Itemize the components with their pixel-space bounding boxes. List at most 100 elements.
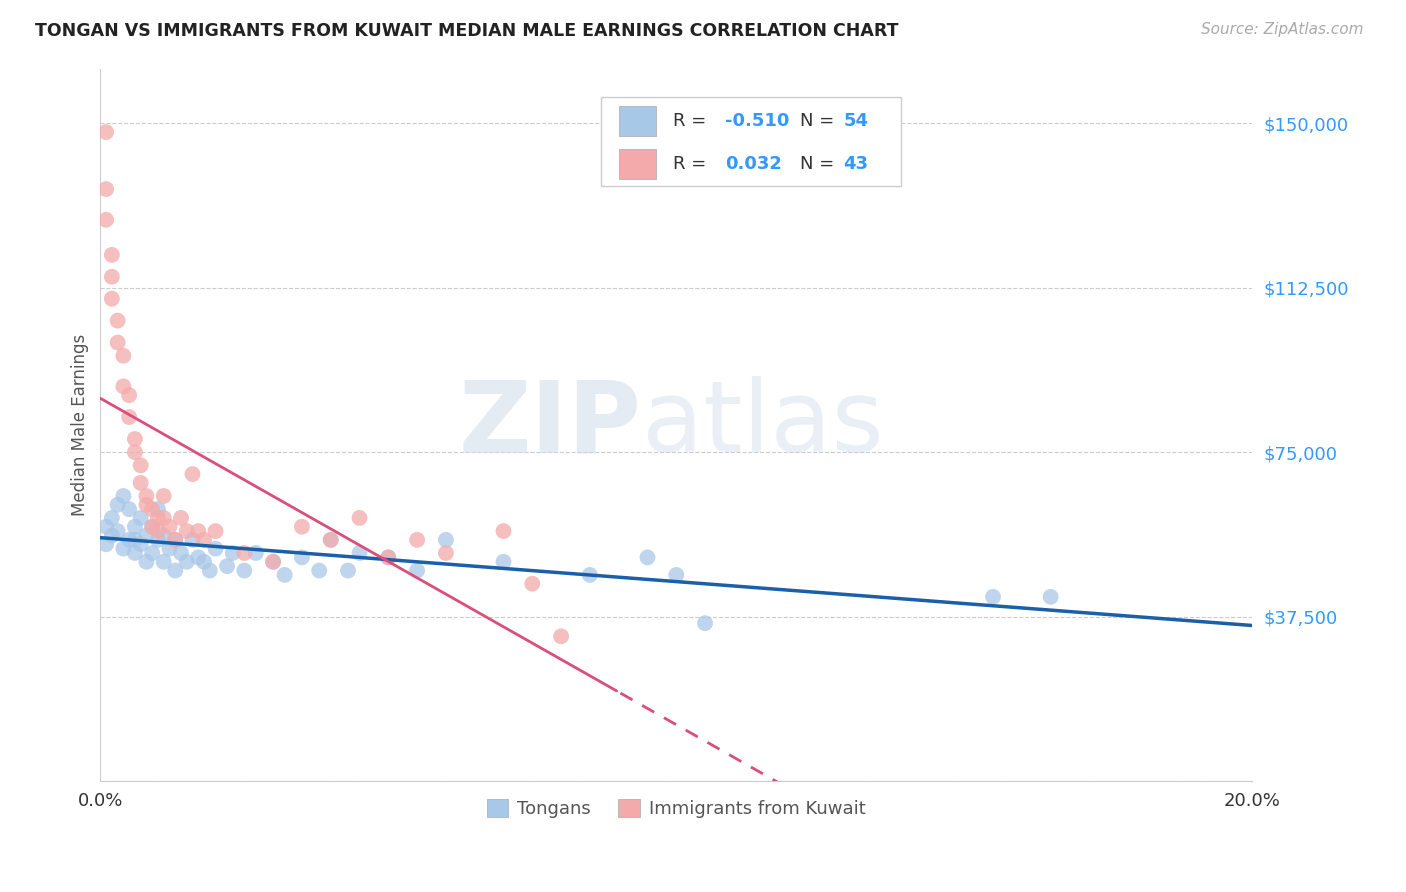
Text: 0.032: 0.032 bbox=[724, 155, 782, 173]
Point bbox=[135, 498, 157, 512]
Point bbox=[492, 524, 515, 538]
Point bbox=[141, 546, 163, 560]
Point bbox=[319, 533, 342, 547]
Point bbox=[187, 550, 209, 565]
Point bbox=[434, 533, 457, 547]
Point bbox=[550, 629, 572, 643]
FancyBboxPatch shape bbox=[602, 97, 901, 186]
Y-axis label: Median Male Earnings: Median Male Earnings bbox=[72, 334, 89, 516]
Point bbox=[94, 125, 117, 139]
Point bbox=[176, 555, 198, 569]
Point bbox=[152, 489, 174, 503]
Text: R =: R = bbox=[673, 155, 717, 173]
Point bbox=[112, 541, 135, 556]
Point bbox=[245, 546, 267, 560]
Point bbox=[273, 568, 295, 582]
Point bbox=[1039, 590, 1062, 604]
Point bbox=[981, 590, 1004, 604]
Point bbox=[377, 550, 399, 565]
Point bbox=[118, 410, 141, 425]
FancyBboxPatch shape bbox=[619, 106, 655, 136]
Point bbox=[165, 533, 187, 547]
Point bbox=[152, 511, 174, 525]
Point bbox=[101, 528, 124, 542]
Point bbox=[101, 292, 124, 306]
Point bbox=[187, 524, 209, 538]
Point bbox=[522, 576, 544, 591]
Point bbox=[118, 533, 141, 547]
Text: R =: R = bbox=[673, 112, 711, 130]
Point bbox=[159, 519, 181, 533]
Point bbox=[129, 537, 152, 551]
Point bbox=[159, 541, 181, 556]
Point bbox=[165, 564, 187, 578]
Point bbox=[193, 533, 215, 547]
Point bbox=[118, 502, 141, 516]
Point bbox=[492, 555, 515, 569]
Point bbox=[377, 550, 399, 565]
Point bbox=[141, 519, 163, 533]
Point bbox=[349, 511, 371, 525]
Point bbox=[124, 546, 146, 560]
Point bbox=[101, 248, 124, 262]
Point bbox=[107, 524, 129, 538]
Point bbox=[101, 511, 124, 525]
Point bbox=[406, 564, 429, 578]
Point bbox=[579, 568, 602, 582]
Point bbox=[94, 182, 117, 196]
Point bbox=[146, 511, 169, 525]
Point bbox=[665, 568, 688, 582]
Point bbox=[107, 498, 129, 512]
Point bbox=[135, 528, 157, 542]
Point bbox=[319, 533, 342, 547]
Point bbox=[233, 564, 256, 578]
Point bbox=[406, 533, 429, 547]
Point bbox=[112, 489, 135, 503]
Text: Source: ZipAtlas.com: Source: ZipAtlas.com bbox=[1201, 22, 1364, 37]
Point bbox=[193, 555, 215, 569]
Point bbox=[434, 546, 457, 560]
Point bbox=[291, 550, 314, 565]
Point bbox=[181, 533, 204, 547]
Point bbox=[291, 519, 314, 533]
Point bbox=[94, 519, 117, 533]
Point bbox=[94, 537, 117, 551]
Point bbox=[129, 511, 152, 525]
Point bbox=[112, 349, 135, 363]
Text: -0.510: -0.510 bbox=[724, 112, 789, 130]
Point bbox=[337, 564, 360, 578]
Text: 43: 43 bbox=[844, 155, 869, 173]
Point bbox=[146, 502, 169, 516]
Text: ZIP: ZIP bbox=[458, 376, 641, 474]
Point bbox=[135, 489, 157, 503]
Point bbox=[222, 546, 245, 560]
Point bbox=[349, 546, 371, 560]
Point bbox=[141, 502, 163, 516]
Point bbox=[215, 559, 238, 574]
Point bbox=[262, 555, 284, 569]
Point bbox=[146, 533, 169, 547]
Point bbox=[176, 524, 198, 538]
Point bbox=[107, 313, 129, 327]
Point bbox=[198, 564, 221, 578]
Point bbox=[233, 546, 256, 560]
Point bbox=[124, 432, 146, 446]
Text: TONGAN VS IMMIGRANTS FROM KUWAIT MEDIAN MALE EARNINGS CORRELATION CHART: TONGAN VS IMMIGRANTS FROM KUWAIT MEDIAN … bbox=[35, 22, 898, 40]
Text: N =: N = bbox=[800, 112, 839, 130]
Point bbox=[112, 379, 135, 393]
Text: N =: N = bbox=[800, 155, 839, 173]
Point bbox=[152, 528, 174, 542]
Point bbox=[141, 519, 163, 533]
Point bbox=[204, 541, 226, 556]
Point bbox=[124, 533, 146, 547]
Point bbox=[124, 519, 146, 533]
Point bbox=[152, 555, 174, 569]
Legend: Tongans, Immigrants from Kuwait: Tongans, Immigrants from Kuwait bbox=[479, 791, 873, 825]
Point bbox=[94, 212, 117, 227]
FancyBboxPatch shape bbox=[619, 149, 655, 179]
Point bbox=[107, 335, 129, 350]
Point bbox=[262, 555, 284, 569]
Point bbox=[170, 546, 193, 560]
Point bbox=[135, 555, 157, 569]
Point bbox=[118, 388, 141, 402]
